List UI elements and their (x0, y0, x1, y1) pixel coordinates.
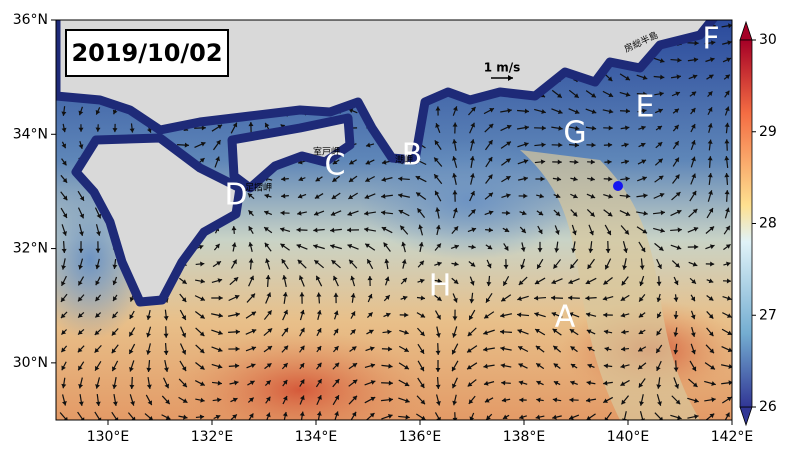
y-tick-label: 30°N (13, 355, 48, 371)
point-label: F (702, 22, 719, 57)
colorbar-tick-label: 28 (759, 216, 777, 232)
point-label: A (555, 300, 576, 335)
station-marker (613, 181, 623, 191)
colorbar-tick-label: 29 (759, 124, 777, 140)
date-label: 2019/10/02 (71, 39, 222, 67)
x-tick-label: 142°E (711, 429, 754, 445)
x-tick-label: 134°E (295, 429, 338, 445)
place-name: 潮岬 (395, 154, 413, 166)
x-tick-label: 130°E (87, 429, 130, 445)
colorbar-tick-label: 26 (759, 399, 777, 415)
y-tick-label: 34°N (13, 126, 48, 142)
point-label: G (563, 116, 586, 151)
colorbar-tick-label: 27 (759, 307, 777, 323)
colorbar (740, 40, 752, 407)
colorbar-extend-max (740, 22, 752, 40)
place-name: 室戸岬 (313, 146, 340, 158)
y-tick-label: 32°N (13, 241, 48, 257)
point-label: E (636, 90, 655, 125)
x-tick-label: 138°E (503, 429, 546, 445)
place-name: 足摺岬 (245, 182, 272, 194)
scale-label: 1 m/s (484, 61, 521, 75)
colorbar-tick-label: 30 (759, 32, 777, 48)
x-tick-label: 132°E (191, 429, 234, 445)
x-tick-label: 136°E (399, 429, 442, 445)
x-tick-label: 140°E (607, 429, 650, 445)
colorbar-extend-min (740, 407, 752, 425)
y-tick-label: 36°N (13, 12, 48, 28)
point-label: H (429, 269, 452, 304)
